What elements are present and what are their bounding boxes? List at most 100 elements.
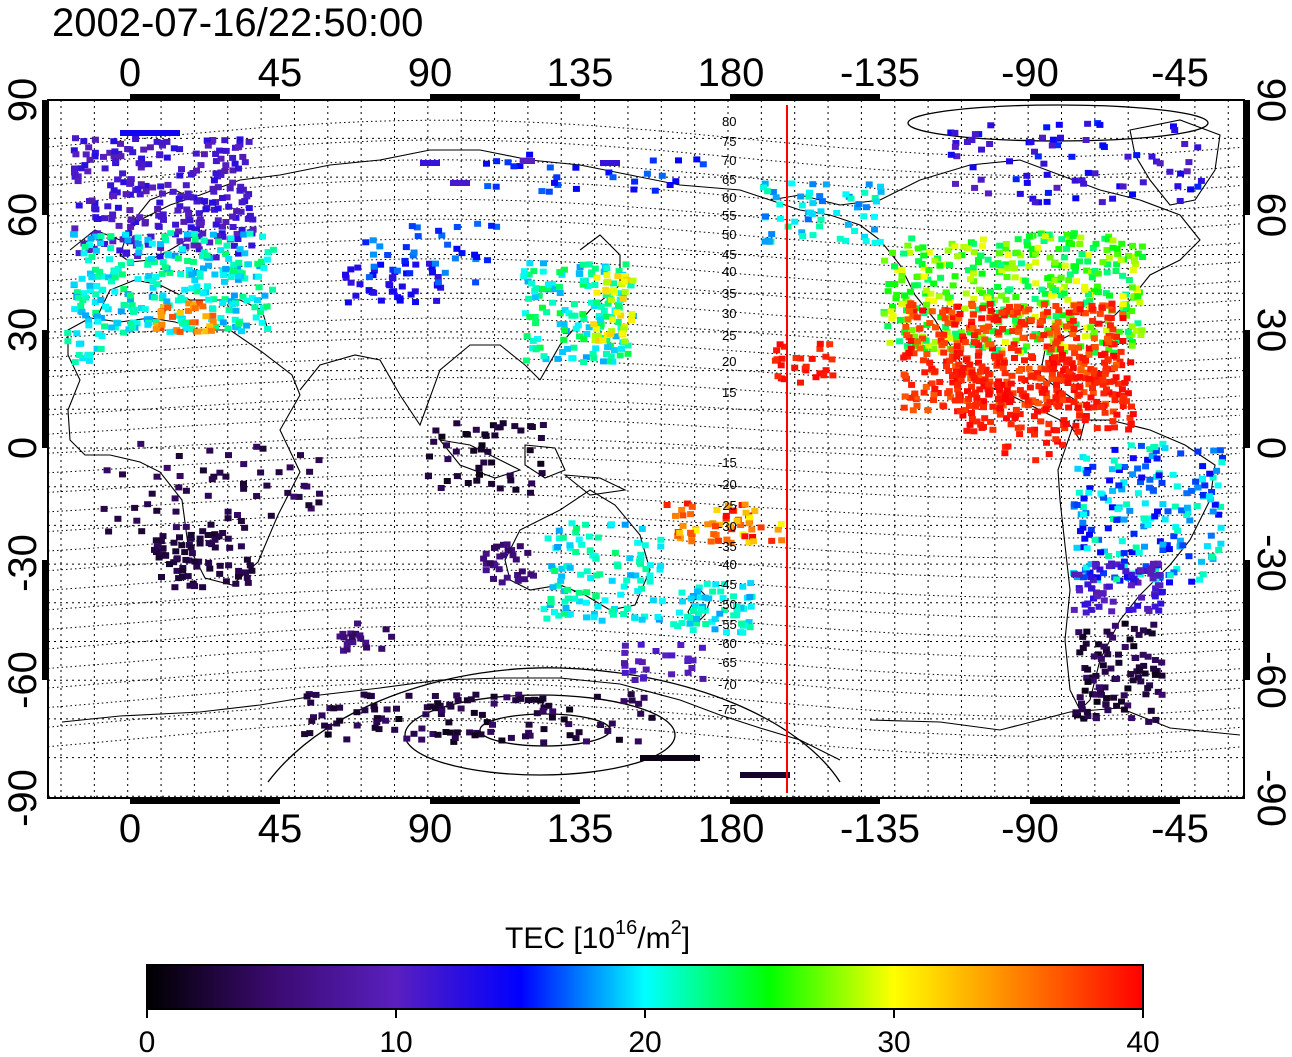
tec-pixel: [254, 260, 262, 267]
tec-pixel: [138, 155, 146, 162]
tec-pixel: [558, 573, 566, 580]
magnetic-latitude-labels: 8075706560555045403530252015-15-20-25-30…: [718, 114, 737, 717]
tec-pixel: [1150, 560, 1157, 567]
tec-pixel: [624, 342, 632, 349]
tec-pixel: [122, 250, 130, 257]
tec-pixel: [92, 309, 100, 316]
tec-pixel: [1078, 706, 1086, 713]
tec-pixel: [127, 223, 135, 230]
tec-pixel: [978, 363, 986, 370]
tec-pixel: [919, 244, 927, 251]
tec-pixel: [640, 674, 648, 681]
tec-pixel: [516, 543, 524, 550]
tec-pixel: [189, 258, 197, 265]
tec-pixel: [603, 272, 611, 279]
tec-pixel: [1174, 183, 1182, 190]
tec-pixel: [146, 144, 154, 151]
tec-pixel: [842, 237, 850, 244]
tec-pixel: [490, 575, 497, 582]
tec-pixel: [900, 250, 908, 257]
tec-pixel: [615, 268, 623, 275]
tec-pixel: [1011, 415, 1019, 421]
tec-pixel: [1186, 517, 1194, 524]
tec-pixel: [1128, 403, 1135, 410]
tec-pixel: [457, 705, 465, 712]
tec-pixel: [1090, 372, 1098, 379]
tec-pixel: [1079, 519, 1087, 526]
tec-pixel: [107, 233, 115, 240]
tec-pixel: [969, 270, 977, 277]
tec-pixel: [623, 605, 631, 612]
tec-pixel: [865, 181, 873, 188]
tec-pixel: [1079, 524, 1087, 531]
tec-pixel: [121, 301, 129, 308]
tec-pixel: [777, 362, 785, 369]
tec-pixel: [617, 312, 625, 319]
tec-pixel: [1014, 236, 1022, 243]
tec-pixel: [1073, 278, 1080, 285]
tec-pixel: [908, 381, 916, 388]
tec-pixel: [1024, 398, 1032, 405]
tec-pixel: [776, 341, 784, 348]
tec-pixel: [75, 202, 83, 209]
tec-pixel: [1061, 348, 1069, 355]
tec-pixel: [504, 159, 512, 166]
tec-pixel: [563, 345, 571, 352]
tec-pixel: [126, 258, 134, 265]
tec-pixel: [1091, 170, 1099, 177]
tec-pixel: [234, 276, 242, 283]
tec-pixel: [94, 313, 101, 320]
tec-pixel: [231, 316, 239, 323]
tec-pixel: [537, 697, 545, 704]
tec-pixel: [1099, 142, 1107, 149]
tec-pixel: [1113, 516, 1121, 523]
tec-pixel: [110, 138, 118, 145]
longitude-tick-label-top: 90: [408, 51, 453, 95]
tec-pixel: [1109, 418, 1117, 425]
magnetic-latitude-line: [48, 531, 1241, 559]
tec-pixel: [1073, 502, 1081, 508]
tec-pixel: [1074, 374, 1081, 381]
tec-pixel: [609, 287, 617, 294]
tec-pixel: [312, 691, 320, 698]
magnetic-latitude-line: [48, 474, 1241, 500]
tec-pixel: [1007, 345, 1015, 351]
tec-pixel: [438, 706, 446, 713]
tec-pixel: [1076, 306, 1084, 313]
tec-pixel: [1135, 549, 1143, 556]
tec-pixel: [117, 153, 125, 160]
tec-pixel: [237, 208, 245, 215]
tec-pixel: [429, 269, 436, 276]
tec-pixel: [405, 692, 413, 699]
tec-pixel: [692, 527, 700, 534]
tec-pixel: [1106, 322, 1114, 329]
tec-pixel: [540, 606, 548, 613]
tec-pixel: [315, 457, 323, 464]
tec-pixel: [212, 221, 220, 228]
tec-pixel: [797, 355, 805, 362]
tec-pixel: [1129, 411, 1137, 418]
tec-pixel: [1062, 421, 1070, 427]
tec-pixel: [1110, 457, 1118, 464]
tec-pixel: [212, 254, 220, 261]
tec-pixel: [977, 252, 985, 259]
tec-pixel: [962, 356, 970, 363]
tec-pixel: [1010, 341, 1018, 348]
magnetic-latitude-label: -25: [718, 498, 737, 513]
tec-pixel: [446, 729, 454, 736]
tec-pixel: [613, 309, 621, 316]
tec-pixel: [1122, 568, 1130, 575]
tec-pixel: [180, 296, 188, 303]
tec-pixel: [609, 174, 617, 181]
tec-pixel: [202, 206, 210, 213]
tec-pixel: [733, 607, 741, 614]
tec-pixel: [308, 717, 316, 724]
tec-pixel: [579, 261, 587, 268]
tec-pixel: [164, 181, 172, 188]
tec-pixel: [94, 216, 102, 222]
tec-pixel: [1083, 708, 1091, 715]
tec-pixel: [1110, 694, 1118, 701]
tec-pixel: [646, 562, 654, 569]
tec-pixel: [357, 635, 365, 642]
